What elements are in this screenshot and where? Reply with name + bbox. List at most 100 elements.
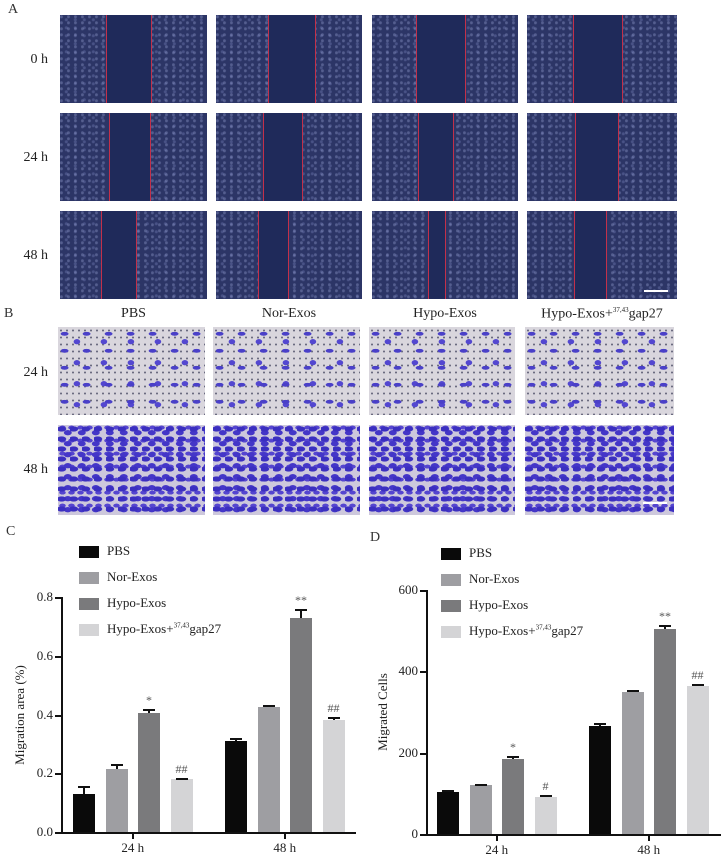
bar-hypo-exos-24h (502, 758, 524, 834)
legend-swatch-3 (441, 626, 461, 638)
transwell-image-pbs-24h (58, 327, 205, 415)
y-tick-mark (420, 752, 426, 755)
legend-label-sup: 37,43 (173, 621, 190, 630)
x-tick-mark (283, 832, 286, 839)
legend-label-text: PBS (107, 543, 131, 558)
scratch-image-hypo-exos-0h (372, 15, 518, 103)
error-bar-cap (262, 704, 275, 707)
legend-swatch-3 (79, 624, 99, 636)
significance-marker: * (510, 739, 516, 754)
panel-a-row-label-48h: 48 h (23, 248, 49, 263)
panel-a-row-label-0h: 0 h (30, 52, 49, 67)
error-bar-cap (110, 764, 123, 767)
legend-label-0: PBS (469, 545, 492, 561)
error-bar-cap (539, 795, 552, 798)
error-bar-cap (230, 738, 242, 740)
transwell-image-pbs-48h (58, 425, 205, 515)
error-bar (664, 624, 666, 629)
scratch-image-nor-exos-48h (216, 211, 362, 299)
bar-nor-exos-24h (469, 785, 492, 834)
x-tick-mark (131, 832, 134, 839)
legend-swatch-1 (441, 574, 461, 586)
legend-label-text: PBS (469, 545, 493, 560)
legend-label-0: PBS (107, 543, 130, 559)
significance-marker: ## (691, 667, 704, 682)
scratch-image-pbs-48h (60, 211, 207, 299)
legend-label-1: Nor-Exos (107, 569, 157, 585)
bar-hypo-exos-37-43gap27-24h (534, 796, 557, 834)
y-tick-mark (55, 714, 61, 717)
error-bar-cap (442, 790, 454, 793)
y-tick-label: 0 (411, 826, 419, 841)
legend-label-text: Hypo-Exos (469, 597, 529, 612)
transwell-image-hypo-exos-gap27-48h (525, 425, 674, 515)
y-tick-label: 0.8 (36, 589, 53, 604)
panel-b-letter: B (4, 306, 14, 321)
x-category-label: 48 h (637, 842, 661, 857)
y-axis-label: Migrated Cells (375, 673, 390, 751)
error-bar-cap (594, 722, 606, 725)
column-header-hypo-exos-gap27: Hypo-Exos+37,43gap27 (527, 306, 677, 323)
legend-label-sup: 37,43 (535, 623, 552, 632)
error-bar-cap (626, 689, 639, 692)
transwell-image-nor-exos-24h (213, 327, 360, 415)
column-header-hypo-exos-gap27-sup: 37,43 (612, 306, 629, 314)
legend-swatch-0 (79, 546, 99, 558)
bar-pbs-48h (225, 740, 247, 832)
y-tick-label: 0.2 (36, 765, 53, 781)
legend-label-text: Hypo-Exos+ (107, 621, 174, 636)
significance-marker: ## (327, 701, 340, 716)
legend-label-3: Hypo-Exos+37,43gap27 (469, 623, 583, 639)
column-header-hypo-exos-gap27-prefix: Hypo-Exos+ (541, 306, 613, 322)
legend-label-suffix: gap27 (551, 623, 584, 638)
significance-marker: ## (175, 761, 188, 776)
x-axis-line (426, 834, 721, 836)
bar-pbs-24h (437, 791, 459, 834)
transwell-image-hypo-exos-48h (369, 425, 515, 515)
legend-label-text: Nor-Exos (469, 571, 520, 586)
error-bar (148, 708, 150, 714)
legend-label-1: Nor-Exos (469, 571, 519, 587)
y-tick-label: 0.0 (36, 824, 53, 839)
y-axis-label: Migration area (%) (12, 664, 27, 765)
error-bar (115, 764, 118, 769)
y-tick-mark (420, 590, 426, 592)
legend-label-text: Hypo-Exos+ (469, 623, 536, 638)
significance-marker: ** (659, 608, 671, 623)
error-bar-cap (175, 777, 188, 780)
panel-b-row-label-24h: 24 h (23, 365, 49, 380)
bar-hypo-exos-37-43gap27-48h (686, 686, 709, 834)
scratch-image-hypo-exos-48h (372, 211, 518, 299)
transwell-image-hypo-exos-24h (369, 327, 515, 415)
scratch-image-nor-exos-24h (216, 113, 362, 201)
error-bar-cap (659, 624, 671, 627)
bar-nor-exos-48h (257, 707, 280, 832)
y-tick-label: 600 (398, 582, 419, 597)
bar-hypo-exos-37-43gap27-48h (322, 720, 345, 832)
bar-hypo-exos-48h (290, 617, 312, 832)
scratch-image-pbs-0h (60, 15, 207, 103)
legend-label-2: Hypo-Exos (469, 597, 528, 613)
legend-label-3: Hypo-Exos+37,43gap27 (107, 621, 221, 637)
panel-b-row-label-48h: 48 h (23, 462, 49, 477)
error-bar-cap (327, 717, 340, 720)
y-tick-label: 0.4 (36, 706, 53, 722)
scratch-image-nor-exos-0h (216, 15, 362, 103)
bar-pbs-48h (589, 726, 611, 834)
x-axis-line (61, 832, 356, 834)
error-bar-cap (507, 755, 519, 758)
bar-nor-exos-48h (621, 691, 644, 834)
y-axis-line (426, 590, 428, 835)
legend-label-2: Hypo-Exos (107, 595, 166, 611)
y-tick-mark (55, 832, 61, 834)
scale-bar (644, 290, 668, 292)
error-bar (83, 786, 85, 794)
transwell-image-nor-exos-48h (213, 425, 360, 515)
scratch-image-hypo-exos-24h (372, 113, 518, 201)
x-category-label: 24 h (121, 840, 145, 855)
x-tick-mark (647, 834, 650, 841)
scratch-image-pbs-24h (60, 113, 207, 201)
error-bar (300, 608, 302, 618)
transwell-image-hypo-exos-gap27-24h (525, 327, 674, 415)
error-bar-cap (691, 683, 704, 686)
